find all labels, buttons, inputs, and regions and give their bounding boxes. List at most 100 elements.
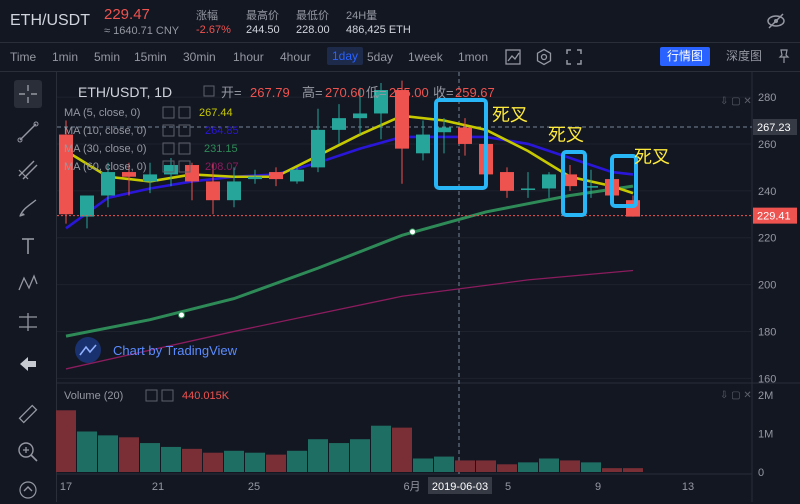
last-price-tag [753,207,797,224]
text-tool-icon[interactable] [14,232,42,260]
tab-1min[interactable]: 1min [52,50,79,64]
volume-bar [308,439,328,472]
pin-icon[interactable] [776,48,792,64]
crosshair-tool-icon[interactable] [14,80,42,108]
pattern-tool-icon[interactable] [14,270,42,298]
change-label: 涨幅 [196,10,218,22]
legend-settings-icon[interactable] [161,389,174,402]
legend-settings-icon[interactable] [178,124,191,137]
legend-eye-icon[interactable] [162,142,175,155]
volume-bar [203,452,223,472]
legend-settings-icon[interactable] [178,106,191,119]
tab-1week[interactable]: 1week [408,50,443,64]
zoom-in-icon[interactable] [14,438,42,466]
tab-1day[interactable]: 1day [327,47,364,65]
time-tick-label: 6月 [403,481,420,493]
ma-legend-label: MA (30, close, 0) [64,143,147,155]
candle-body [59,134,73,215]
ma-legend-value: 208.07 [205,161,239,173]
fullscreen-icon[interactable] [565,48,583,66]
candle-body [458,127,472,144]
candle-body [248,176,262,180]
candle-body [290,169,304,182]
time-tick-label: 17 [60,481,72,493]
volume-bar [98,435,118,472]
volume-bar [371,425,391,472]
ma-legend-label: MA (60, close, 0) [64,161,147,173]
legend-settings-icon[interactable] [178,160,191,173]
volume-bar [140,443,160,472]
candle-body [311,129,325,168]
candle-body [101,172,115,196]
legend-eye-icon[interactable] [162,124,175,137]
dead-cross-label: 死叉 [634,147,670,167]
trend-line-tool-icon[interactable] [14,118,42,146]
ruler-tool-icon[interactable] [14,400,42,428]
collapse-icon[interactable] [14,476,42,504]
candle-body [269,172,283,180]
volume-bar [455,460,475,472]
back-arrow-icon[interactable] [14,350,42,378]
legend-eye-icon[interactable] [162,106,175,119]
legend-settings-icon[interactable] [178,142,191,155]
legend-ohlc: 255.00 [389,85,429,100]
market-chart-button[interactable]: 行情图 [660,47,710,66]
last-price: 229.47 [104,6,150,23]
measure-tool-icon[interactable] [14,308,42,336]
price-tick-label: 280 [758,92,776,104]
volume-bar [602,468,622,472]
legend-ohlc: 267.79 [250,85,290,100]
candle-body [227,181,241,201]
time-tick-label: 9 [595,481,601,493]
volume-bar [581,462,601,472]
candle-body [437,127,451,133]
legend-eye-icon[interactable] [145,389,158,402]
tab-time[interactable]: Time [10,50,37,64]
candle-body [521,188,535,190]
legend-ohlc: 开= [221,85,242,100]
volume-bar [329,443,349,472]
dead-cross-box [434,98,488,190]
hide-icon[interactable] [766,12,786,30]
candle-body [563,174,577,187]
volume-bar [266,454,286,472]
time-tick-label: 25 [248,481,260,493]
price-tick-label: 240 [758,186,776,198]
ticker-header: ETH/USDT 229.47 ≈ 1640.71 CNY 涨幅 -2.67% … [0,0,800,43]
tab-30min[interactable]: 30min [183,50,216,64]
volume-tick-label: 0 [758,467,764,479]
low-value: 228.00 [296,24,330,36]
settings-icon[interactable] [535,48,553,66]
tab-15min[interactable]: 15min [134,50,167,64]
depth-chart-button[interactable]: 深度图 [725,49,762,63]
crosshair-date-label: 2019-06-03 [432,481,488,493]
tab-5min[interactable]: 5min [94,50,121,64]
time-tick-label: 5 [505,481,511,493]
volume-bar [182,448,202,472]
candle-body [185,165,199,182]
legend-eye-icon[interactable] [203,85,215,97]
tab-4hour[interactable]: 4hour [280,50,311,64]
volume-tick-label: 1M [758,428,773,440]
tab-1mon[interactable]: 1mon [458,50,489,64]
fib-tool-icon[interactable] [14,156,42,184]
candle-body [332,118,346,130]
volume-label: 24H量 [346,10,378,22]
chart-style-icon[interactable] [504,48,522,66]
tab-1hour[interactable]: 1hour [233,50,264,64]
volume-legend-value: 440.015K [182,390,230,402]
legend-eye-icon[interactable] [162,160,175,173]
volume-bar [476,460,496,472]
legend-title: ETH/USDT, 1D [78,84,172,100]
candle-body [584,186,598,188]
legend-ohlc: 收= [433,85,454,100]
drawing-toolbar [0,72,57,502]
brush-tool-icon[interactable] [14,194,42,222]
candle-body [206,181,220,201]
legend-ohlc: 高= [302,85,323,100]
candle-body [353,113,367,119]
volume-bar [119,437,139,472]
tab-5day[interactable]: 5day [367,50,394,64]
legend-ohlc: 259.67 [455,85,495,100]
